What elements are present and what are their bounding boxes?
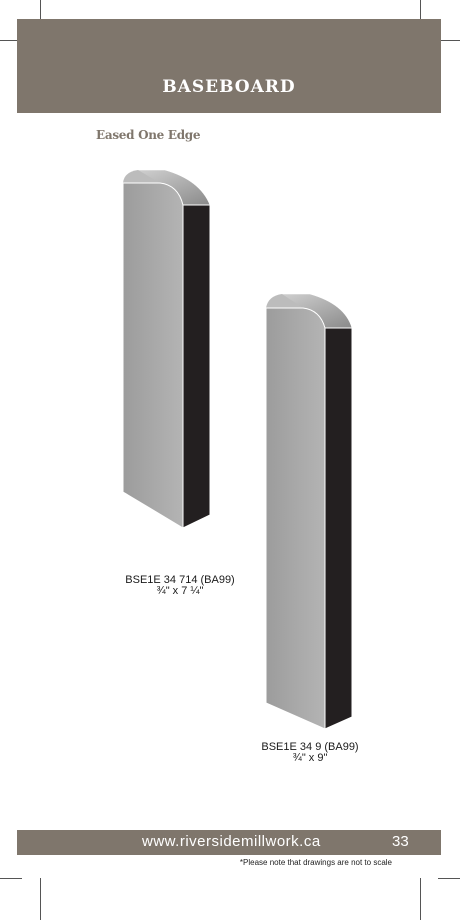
product-size: ¾" x 9" (292, 752, 328, 764)
product-code: BSE1E 34 714 (BA99) (125, 574, 235, 586)
profile-heading: Eased One Edge (96, 128, 201, 142)
crop-mark (0, 40, 22, 41)
footer-band: www.riversidemillwork.ca 33 (17, 830, 441, 855)
baseboard-profile-2 (265, 293, 353, 730)
header-band: BASEBOARD (17, 19, 441, 113)
baseboard-profile-1 (122, 169, 211, 529)
crop-mark (438, 40, 460, 41)
crop-mark (0, 878, 22, 879)
page-number: 33 (392, 833, 409, 850)
product-caption-2: BSE1E 34 9 (BA99) ¾" x 9" (230, 742, 390, 764)
crop-mark (420, 0, 421, 22)
crop-mark (40, 878, 41, 920)
crop-mark (420, 878, 421, 920)
crop-mark (438, 878, 460, 879)
product-size: ¾" x 7 ¼" (156, 585, 204, 597)
website-link[interactable]: www.riversidemillwork.ca (142, 833, 321, 850)
product-code: BSE1E 34 9 (BA99) (261, 741, 359, 753)
scale-disclaimer: *Please note that drawings are not to sc… (239, 858, 392, 867)
page-title: BASEBOARD (162, 77, 296, 97)
crop-mark (40, 0, 41, 22)
product-caption-1: BSE1E 34 714 (BA99) ¾" x 7 ¼" (100, 575, 260, 597)
